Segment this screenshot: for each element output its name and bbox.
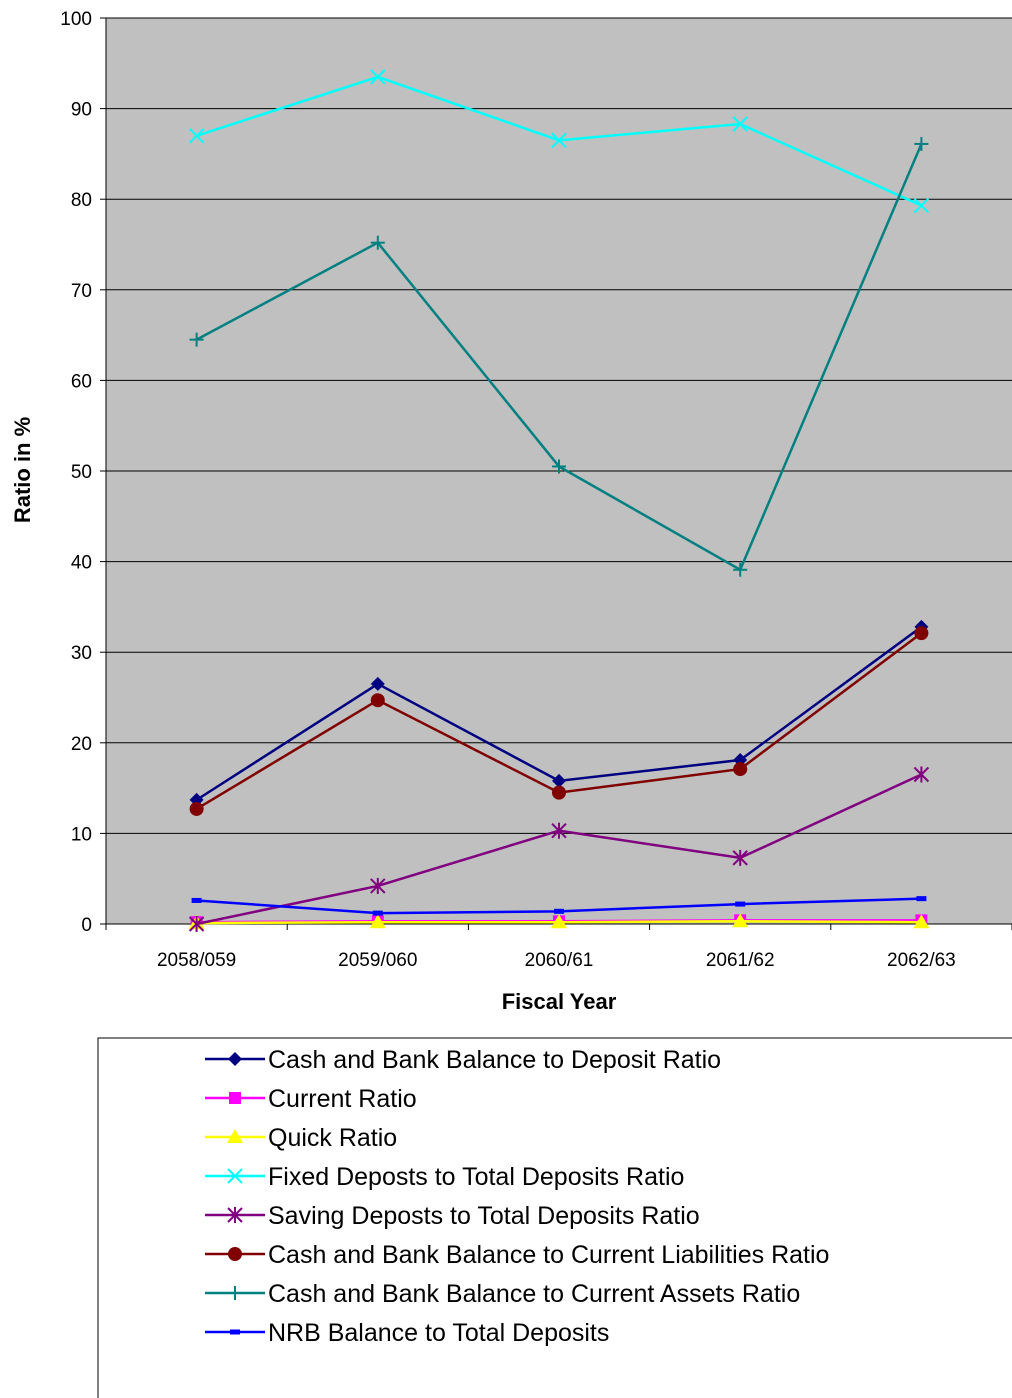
data-point (552, 459, 566, 474)
legend-label: Saving Deposts to Total Deposits Ratio (268, 1202, 700, 1230)
legend-label: Cash and Bank Balance to Deposit Ratio (268, 1046, 721, 1074)
legend-items: Cash and Bank Balance to Deposit Ratio Cu… (205, 1046, 829, 1347)
legend-item: Quick Ratio (205, 1124, 397, 1152)
data-point (551, 914, 567, 929)
legend-marker (227, 1207, 243, 1223)
legend-marker (228, 1286, 242, 1300)
legend-marker (230, 1329, 240, 1335)
x-tick-label: 2062/63 (887, 950, 956, 971)
data-point (914, 136, 929, 151)
legend-item: Cash and Bank Balance to Deposit Ratio (205, 1046, 721, 1074)
y-tick-label: 80 (71, 190, 92, 211)
data-point (913, 766, 930, 783)
data-point (554, 908, 564, 914)
legend-label: Cash and Bank Balance to Current Liabili… (268, 1241, 829, 1269)
data-point (372, 910, 383, 916)
y-axis-title: Ratio in % (10, 417, 35, 523)
y-tick-label: 0 (81, 915, 92, 936)
y-tick-label: 20 (71, 734, 92, 755)
x-tick-label: 2059/060 (338, 950, 417, 971)
legend-label: Cash and Bank Balance to Current Assets … (268, 1280, 800, 1308)
legend-item: Cash and Bank Balance to Current Assets … (205, 1280, 800, 1308)
x-tick-label: 2058/059 (157, 950, 236, 971)
legend-label: Quick Ratio (268, 1124, 397, 1152)
y-tick-label: 90 (71, 100, 92, 121)
gridlines (106, 17, 1012, 834)
data-point (913, 914, 930, 929)
y-tick-label: 30 (71, 643, 92, 664)
legend-item: Saving Deposts to Total Deposits Ratio (205, 1202, 700, 1230)
series (188, 69, 930, 214)
data-point (369, 914, 386, 929)
legend-marker (228, 1052, 242, 1066)
series (188, 766, 930, 932)
data-point (552, 785, 566, 800)
y-tick-label: 60 (71, 371, 92, 392)
data-point (552, 773, 566, 788)
legend-label: Current Ratio (268, 1085, 417, 1113)
y-tick-labels: 0 10 20 30 40 50 60 70 80 90 100 (60, 9, 92, 936)
series-layer (188, 69, 930, 932)
data-point (551, 132, 567, 149)
data-point (732, 913, 749, 928)
x-tick-label: 2060/61 (525, 950, 594, 971)
y-tick-label: 10 (71, 824, 92, 845)
data-point (370, 693, 385, 708)
legend-item: NRB Balance to Total Deposits (205, 1319, 609, 1347)
y-tick-label: 100 (60, 9, 92, 30)
data-point (914, 626, 929, 641)
legend-item: Current Ratio (205, 1085, 417, 1113)
legend-item: Cash and Bank Balance to Current Liabili… (205, 1241, 829, 1269)
data-point (370, 676, 385, 691)
data-point (370, 69, 386, 85)
x-axis-title: Fiscal Year (502, 989, 617, 1014)
data-point (733, 562, 748, 577)
legend-marker (229, 1092, 241, 1104)
data-point (370, 877, 386, 894)
legend: Cash and Bank Balance to Deposit Ratio Cu… (97, 1037, 1012, 1398)
data-point (551, 822, 567, 839)
y-tick-label: 70 (71, 281, 92, 302)
series (188, 913, 930, 930)
x-tick-labels: 2058/059 2059/060 2060/61 2061/62 2062/63 (157, 950, 956, 971)
legend-marker (227, 1129, 243, 1143)
legend-marker (227, 1168, 243, 1184)
legend-label: NRB Balance to Total Deposits (268, 1319, 609, 1347)
x-tick-label: 2061/62 (706, 950, 775, 971)
y-tick-label: 50 (71, 462, 92, 483)
data-point (916, 896, 927, 902)
data-point (188, 916, 205, 932)
data-point (733, 762, 748, 777)
data-point (732, 849, 748, 866)
legend-label: Fixed Deposts to Total Deposits Ratio (268, 1163, 684, 1191)
data-point (188, 128, 205, 144)
data-point (732, 116, 748, 132)
data-point (189, 801, 204, 816)
y-tick-label: 40 (71, 553, 92, 574)
legend-marker (228, 1247, 242, 1261)
legend-item: Fixed Deposts to Total Deposits Ratio (205, 1163, 684, 1191)
data-point (191, 897, 202, 903)
series (189, 136, 929, 577)
data-point (735, 901, 746, 907)
data-point (370, 235, 385, 250)
data-point (913, 197, 930, 214)
series (191, 896, 927, 916)
series (189, 626, 929, 816)
data-point (189, 332, 204, 347)
